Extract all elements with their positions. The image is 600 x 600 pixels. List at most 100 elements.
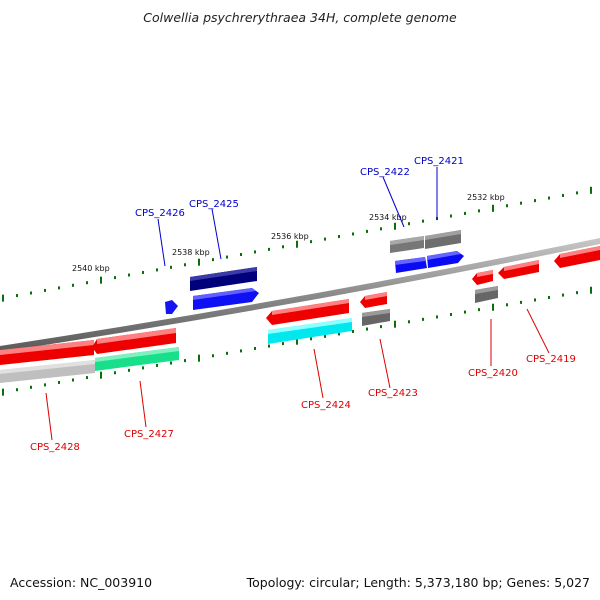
minor-tick	[254, 250, 256, 254]
minor-tick	[478, 308, 480, 312]
minor-tick	[422, 219, 424, 223]
minor-tick	[534, 199, 536, 203]
minor-tick	[282, 245, 284, 249]
minor-tick	[464, 211, 466, 215]
minor-tick	[352, 232, 354, 236]
gene-arrow-cps-2423[interactable]	[360, 292, 387, 308]
map-title: Colwellia psychrerythraea 34H, complete …	[143, 10, 457, 25]
minor-tick	[114, 371, 116, 375]
minor-tick	[478, 209, 480, 213]
topology-text: Topology: circular; Length: 5,373,180 bp…	[246, 575, 590, 590]
minor-tick	[240, 253, 242, 256]
gene-label-cps-2428[interactable]: CPS_2428	[30, 442, 80, 453]
gene-label-cps-2426[interactable]: CPS_2426	[135, 208, 185, 219]
minor-tick	[576, 291, 578, 295]
gene-label-cps-2424[interactable]: CPS_2424	[301, 400, 351, 411]
minor-tick	[212, 354, 214, 358]
feature-block-cps-2423-gray[interactable]	[362, 309, 390, 326]
gene-arrow-cps-2421[interactable]	[427, 251, 464, 268]
major-tick	[100, 371, 102, 379]
minor-tick	[520, 300, 522, 304]
minor-tick	[436, 315, 438, 319]
gene-label-cps-2422[interactable]: CPS_2422	[360, 167, 410, 178]
gene-arrow-cps-2428[interactable]	[0, 340, 94, 365]
minor-tick	[450, 313, 452, 316]
minor-tick	[506, 303, 508, 307]
gene-arrow-cps-2419[interactable]	[498, 260, 539, 279]
gene-arrow-cps-2426[interactable]	[165, 300, 178, 314]
gene-label-cps-2425[interactable]: CPS_2425	[189, 199, 239, 210]
minor-tick	[184, 263, 186, 267]
feature-block-cps-2424-cyan[interactable]	[268, 318, 352, 344]
major-tick	[590, 186, 592, 194]
minor-tick	[30, 385, 32, 389]
minor-tick	[58, 286, 60, 290]
minor-tick	[310, 337, 312, 341]
minor-tick	[268, 344, 270, 348]
minor-tick	[254, 346, 256, 350]
gene-arrow-cps-2422[interactable]	[395, 257, 427, 273]
major-tick	[492, 303, 494, 311]
kbp-label-2532: 2532 kbp	[467, 193, 505, 202]
gene-arrow-cps-2418[interactable]	[554, 246, 600, 268]
gene-arrow-cps-2425-dark[interactable]	[190, 267, 257, 291]
feature-block-cps-2427-green[interactable]	[95, 347, 179, 371]
major-tick	[492, 204, 494, 212]
minor-tick	[282, 342, 284, 346]
inner-tick-track	[2, 286, 592, 396]
minor-tick	[142, 270, 144, 274]
feature-block-cps-2420-gray[interactable]	[475, 286, 498, 303]
gene-arrow-cps-2425[interactable]	[193, 288, 259, 310]
kbp-label-2540: 2540 kbp	[72, 264, 110, 273]
minor-tick	[268, 247, 270, 251]
gene-label-cps-2420[interactable]: CPS_2420	[468, 368, 518, 379]
minor-tick	[16, 388, 18, 392]
feature-block-cps-2428-gray[interactable]	[0, 360, 95, 383]
minor-tick	[338, 332, 340, 336]
minor-tick	[562, 193, 564, 197]
gene-label-cps-2427[interactable]: CPS_2427	[124, 429, 174, 440]
minor-tick	[72, 378, 74, 382]
minor-tick	[338, 235, 340, 239]
minor-tick	[534, 298, 536, 302]
minor-tick	[128, 368, 130, 372]
kbp-label-2536: 2536 kbp	[271, 232, 309, 241]
minor-tick	[184, 359, 186, 363]
minor-tick	[576, 191, 578, 195]
minor-tick	[380, 227, 382, 231]
label-leader-lines	[45, 167, 550, 441]
minor-tick	[408, 222, 410, 226]
major-tick	[296, 337, 298, 345]
major-tick	[394, 320, 396, 328]
major-tick	[2, 294, 4, 302]
minor-tick	[128, 273, 130, 277]
gene-arrow-cps-2427[interactable]	[92, 328, 176, 354]
minor-tick	[86, 376, 88, 380]
major-tick	[590, 286, 592, 294]
minor-tick	[548, 196, 550, 200]
minor-tick	[16, 294, 18, 298]
gene-label-cps-2423[interactable]: CPS_2423	[368, 388, 418, 399]
minor-tick	[464, 310, 466, 314]
minor-tick	[170, 361, 172, 365]
gene-arrow-cps-2424[interactable]	[266, 299, 349, 325]
minor-tick	[422, 317, 424, 321]
gene-arrow-cps-2420[interactable]	[472, 270, 493, 285]
gene-label-cps-2419[interactable]: CPS_2419	[526, 354, 576, 365]
genome-backbone	[0, 238, 600, 352]
minor-tick	[366, 327, 368, 331]
gene-arrow-cps-2422-top[interactable]	[390, 236, 424, 253]
minor-tick	[44, 383, 46, 387]
gene-label-cps-2421[interactable]: CPS_2421	[414, 156, 464, 167]
major-tick	[100, 276, 102, 284]
minor-tick	[366, 229, 368, 233]
minor-tick	[156, 268, 158, 272]
minor-tick	[548, 296, 550, 300]
minor-tick	[226, 255, 228, 259]
kbp-label-2538: 2538 kbp	[172, 248, 210, 257]
major-tick	[198, 258, 200, 266]
outer-tick-track	[2, 186, 592, 302]
gene-arrow-cps-2421-top[interactable]	[425, 230, 461, 249]
minor-tick	[450, 214, 452, 218]
major-tick	[2, 388, 4, 396]
